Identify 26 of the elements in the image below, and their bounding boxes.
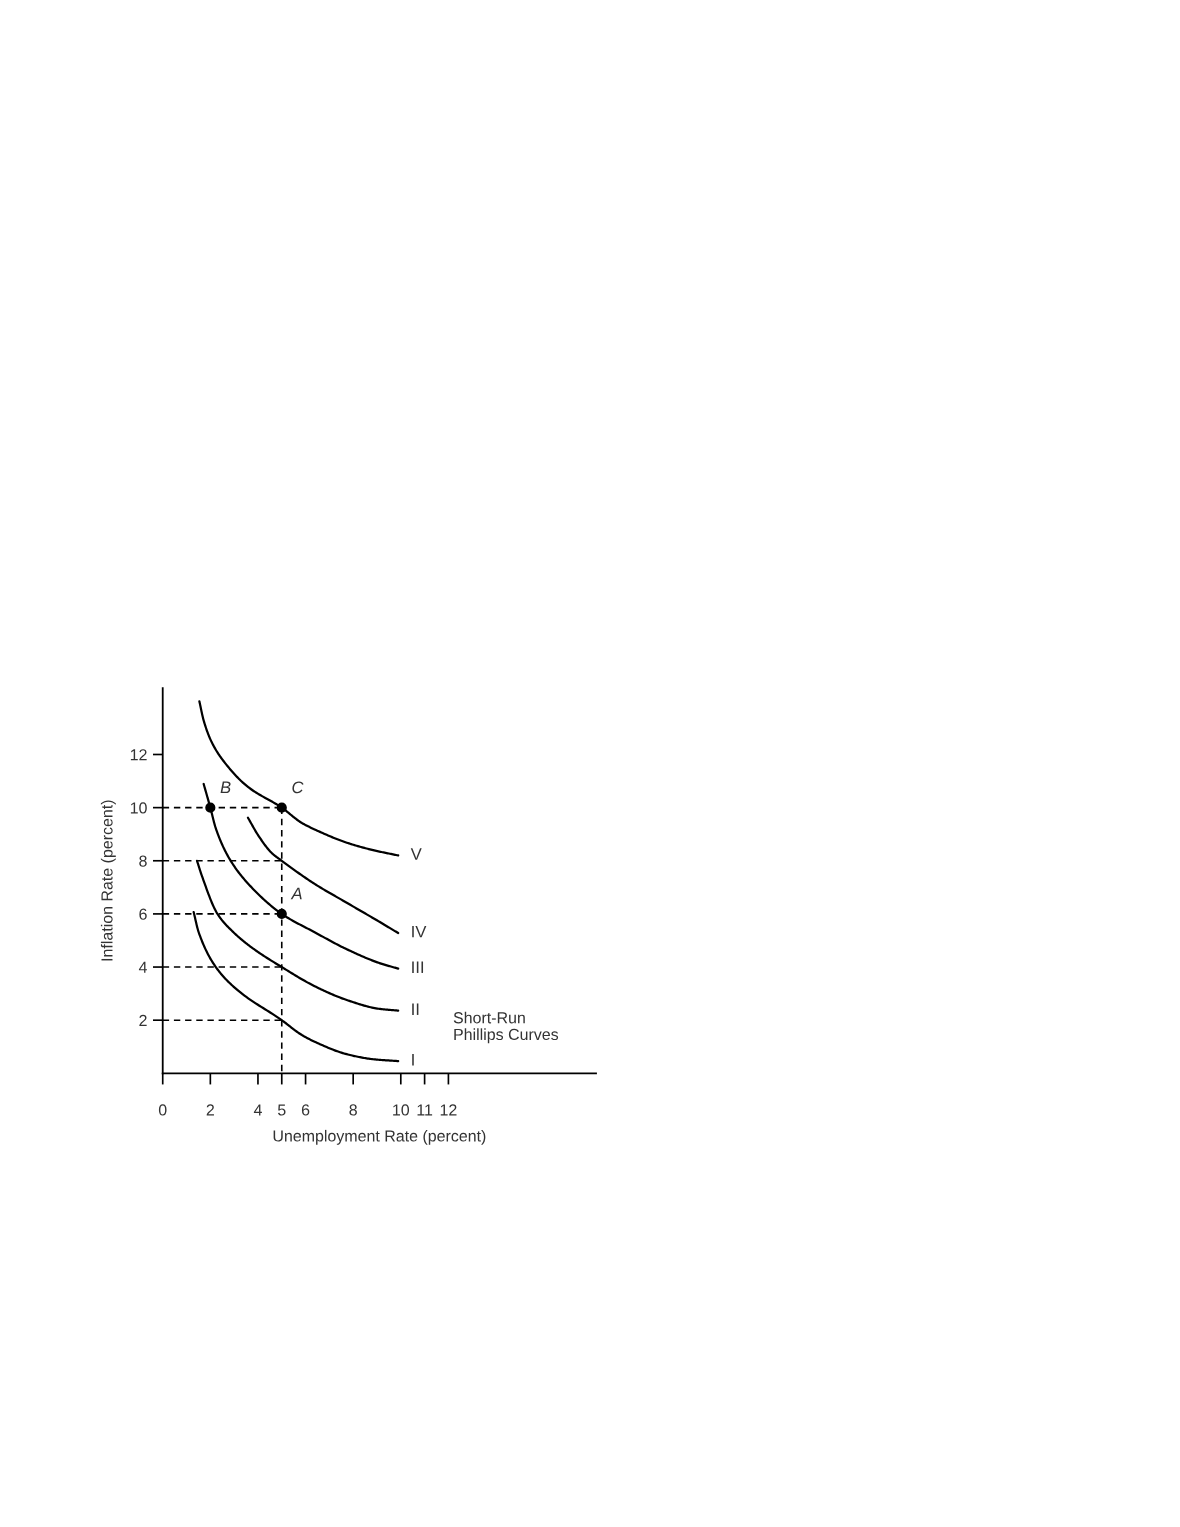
y-tick-label: 2 bbox=[139, 1014, 147, 1026]
x-tick-label: 5 bbox=[277, 1104, 286, 1116]
x-tick-label: 4 bbox=[253, 1104, 262, 1116]
x-tick-label: 8 bbox=[349, 1104, 357, 1116]
x-tick-label: 12 bbox=[440, 1104, 457, 1116]
x-tick-label: 6 bbox=[301, 1104, 310, 1116]
y-tick-label: 12 bbox=[130, 749, 147, 761]
series-label: III bbox=[412, 961, 424, 973]
y-axis-title: Inflation Rate (percent) bbox=[100, 800, 116, 961]
series-label: I bbox=[412, 1053, 414, 1066]
x-tick-label: 0 bbox=[158, 1104, 167, 1116]
y-tick-label: 6 bbox=[139, 908, 147, 920]
x-tick-label: 2 bbox=[206, 1104, 214, 1116]
series-label: V bbox=[410, 848, 422, 860]
data-label: A bbox=[290, 887, 302, 900]
x-tick-label: 11 bbox=[417, 1104, 433, 1116]
y-tick-label: 10 bbox=[130, 802, 147, 814]
series-label: IV bbox=[412, 925, 427, 938]
x-axis-title: Unemployment Rate (percent) bbox=[273, 1129, 486, 1145]
data-label: C bbox=[292, 781, 304, 794]
series-label: II bbox=[412, 1003, 419, 1015]
y-tick-label: 8 bbox=[139, 855, 147, 867]
data-label: B bbox=[220, 781, 231, 794]
annotation: Short-Run Phillips Curves bbox=[453, 1011, 559, 1044]
x-tick-label: 10 bbox=[393, 1104, 410, 1116]
y-tick-label: 4 bbox=[138, 961, 147, 973]
